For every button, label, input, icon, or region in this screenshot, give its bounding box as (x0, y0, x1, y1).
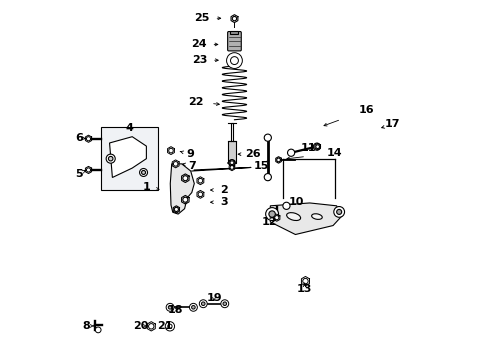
Text: 12: 12 (261, 217, 277, 227)
Circle shape (174, 207, 178, 211)
Circle shape (226, 53, 242, 68)
Bar (227, 141, 235, 163)
Circle shape (313, 143, 320, 150)
Text: 17: 17 (384, 120, 399, 129)
Circle shape (165, 321, 174, 331)
Circle shape (166, 303, 174, 311)
Circle shape (198, 179, 202, 183)
Text: 21: 21 (157, 321, 172, 331)
Circle shape (276, 158, 280, 162)
Circle shape (86, 137, 90, 141)
Circle shape (282, 202, 289, 210)
Ellipse shape (311, 214, 322, 219)
Text: 25: 25 (194, 13, 209, 23)
Bar (101, 127, 158, 190)
Text: 20: 20 (133, 321, 148, 331)
Circle shape (142, 171, 145, 175)
Circle shape (148, 324, 154, 329)
Text: 11: 11 (300, 143, 315, 153)
Text: 15: 15 (253, 161, 269, 171)
Circle shape (167, 324, 172, 328)
Circle shape (106, 154, 115, 163)
Circle shape (183, 197, 187, 202)
Circle shape (183, 176, 187, 181)
Circle shape (336, 210, 341, 215)
Circle shape (223, 302, 226, 306)
Polygon shape (109, 137, 146, 177)
Text: 24: 24 (191, 40, 206, 49)
Circle shape (315, 145, 319, 149)
Text: 4: 4 (125, 123, 133, 133)
Circle shape (191, 306, 195, 309)
Polygon shape (170, 164, 194, 214)
Text: 18: 18 (167, 305, 183, 315)
Circle shape (302, 278, 307, 284)
Polygon shape (270, 203, 341, 234)
Circle shape (168, 306, 171, 309)
Circle shape (268, 211, 275, 217)
Text: 23: 23 (192, 55, 207, 65)
Circle shape (230, 57, 238, 64)
Circle shape (108, 156, 113, 161)
Text: 14: 14 (325, 148, 341, 158)
Circle shape (333, 207, 344, 217)
Text: 8: 8 (82, 321, 90, 331)
Text: 16: 16 (358, 105, 373, 115)
Text: 7: 7 (188, 161, 196, 171)
Circle shape (199, 300, 207, 308)
Ellipse shape (286, 213, 300, 221)
Circle shape (95, 327, 101, 333)
Text: 6: 6 (75, 133, 82, 143)
Circle shape (265, 208, 278, 221)
Text: 1: 1 (143, 182, 150, 192)
Circle shape (232, 17, 236, 21)
Circle shape (168, 148, 173, 153)
Circle shape (228, 159, 235, 166)
Text: 13: 13 (296, 284, 312, 294)
Circle shape (274, 216, 278, 220)
Text: 19: 19 (206, 293, 222, 303)
Text: 2: 2 (220, 185, 228, 195)
Circle shape (173, 162, 178, 166)
Circle shape (189, 303, 197, 311)
Circle shape (201, 302, 204, 306)
FancyBboxPatch shape (227, 32, 241, 51)
Circle shape (230, 161, 233, 165)
Circle shape (86, 168, 90, 172)
Bar (230, 31, 238, 35)
Circle shape (264, 174, 271, 181)
Circle shape (198, 192, 202, 197)
Circle shape (221, 300, 228, 308)
Circle shape (287, 149, 294, 156)
Circle shape (139, 168, 147, 176)
Text: 5: 5 (75, 169, 82, 179)
Text: 3: 3 (220, 197, 228, 207)
Circle shape (230, 166, 233, 169)
Text: 10: 10 (288, 197, 303, 207)
Text: 9: 9 (185, 149, 194, 159)
Text: 22: 22 (188, 97, 203, 107)
Text: 26: 26 (245, 149, 261, 159)
Circle shape (264, 134, 271, 141)
